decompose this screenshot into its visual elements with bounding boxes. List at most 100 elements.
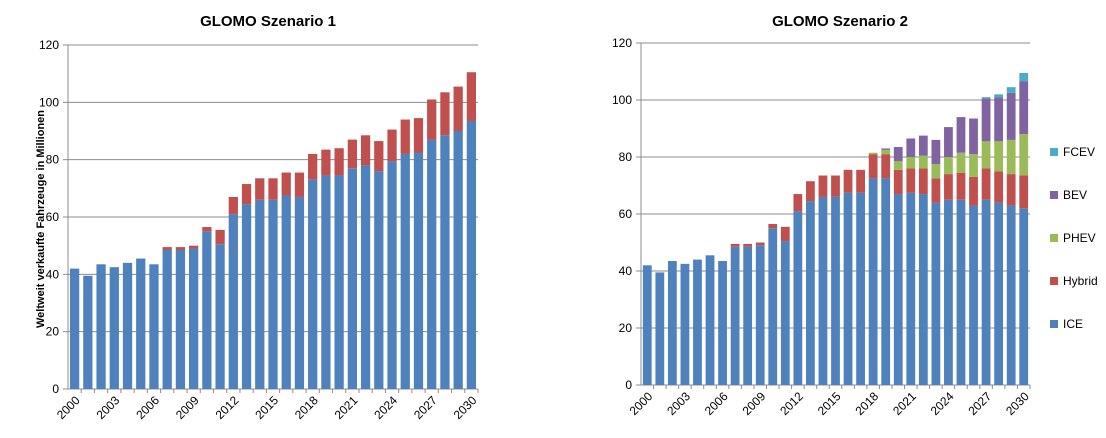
bar-ice-2027 [427, 139, 437, 389]
bar-hybrid-2011 [780, 226, 790, 242]
legend-label-ice: ICE [1063, 317, 1083, 331]
bar-bev-2024 [944, 127, 953, 157]
bar-ice-2024 [944, 199, 953, 385]
bar-bev-2026 [969, 118, 978, 155]
bar-hybrid-2030 [1019, 175, 1029, 209]
bar-hybrid-2013 [241, 184, 252, 205]
x-tick-label: 2021 [890, 389, 919, 418]
legend-label-bev: BEV [1063, 188, 1087, 202]
chart-1: GLOMO Szenario 1 Weltweit verkaufte Fahrz… [35, 13, 480, 422]
chart-2: GLOMO Szenario 2 0 20 40 60 80 100 120 2000 2003 2… [612, 13, 1098, 418]
bar-phev-2027 [981, 141, 991, 169]
bar-ice-2004 [693, 259, 702, 385]
bar-ice-2028 [440, 135, 450, 389]
bar-hybrid-2021 [906, 168, 916, 193]
bar-bev-2029 [1006, 92, 1016, 140]
bar-ice-2013 [806, 201, 815, 385]
bar-ice-2000 [642, 265, 652, 385]
bar-hybrid-2021 [347, 139, 357, 169]
x-tick-label: 2003 [664, 389, 693, 418]
bar-hybrid-2007 [730, 243, 740, 247]
bar-bev-2025 [956, 117, 966, 153]
bar-hybrid-2028 [440, 92, 450, 136]
y-axis-label: Weltweit verkaufte Fahrzeuge in Millione… [35, 110, 47, 328]
legend-swatch-bev [1050, 191, 1058, 199]
legend-label-hybrid: Hybrid [1063, 274, 1098, 288]
bar-ice-2019 [881, 178, 891, 385]
bar-hybrid-2023 [374, 141, 384, 172]
x-tick-label: 2027 [965, 389, 994, 418]
y-tick-label: 120 [612, 36, 632, 50]
bar-hybrid-2024 [944, 174, 953, 200]
bar-bev-2027 [981, 98, 991, 142]
bar-ice-2019 [321, 175, 331, 389]
bar-ice-2007 [162, 249, 172, 389]
bar-hybrid-2011 [215, 229, 225, 245]
bar-hybrid-2007 [162, 247, 172, 250]
bar-ice-2029 [453, 131, 463, 389]
bar-hybrid-2024 [387, 129, 397, 162]
y-tick-label: 20 [619, 321, 633, 335]
x-tick-label: 2021 [332, 393, 361, 422]
bar-hybrid-2012 [228, 196, 238, 215]
bar-ice-2004 [122, 262, 133, 389]
bar-ice-2008 [743, 246, 753, 385]
bar-ice-2011 [215, 244, 225, 389]
bar-ice-2000 [69, 268, 80, 389]
bar-hybrid-2025 [956, 172, 966, 200]
bar-phev-2022 [918, 155, 928, 169]
bar-hybrid-2025 [400, 119, 410, 154]
x-tick-label: 2015 [815, 389, 844, 418]
bar-bev-2028 [994, 97, 1004, 142]
bar-ice-2014 [255, 199, 265, 389]
bar-ice-2017 [294, 196, 305, 389]
bar-fcev-2029 [1006, 87, 1016, 93]
bar-ice-2029 [1006, 205, 1016, 385]
y-tick-label: 100 [39, 95, 59, 109]
x-tick-label: 2003 [94, 393, 123, 422]
bar-hybrid-2018 [308, 153, 318, 180]
y-tick-label: 120 [39, 38, 59, 52]
bar-ice-2002 [96, 264, 106, 389]
bar-hybrid-2029 [453, 86, 463, 131]
bar-ice-2025 [956, 199, 966, 385]
bar-fcev-2030 [1019, 72, 1029, 82]
bar-hybrid-2013 [806, 181, 815, 202]
bar-ice-2028 [994, 202, 1004, 385]
bar-hybrid-2016 [843, 169, 853, 193]
legend-swatch-phev [1050, 234, 1058, 242]
bar-hybrid-2019 [321, 149, 331, 176]
x-tick-label: 2018 [852, 389, 881, 418]
x-tick-label: 2018 [292, 393, 321, 422]
bar-ice-2003 [109, 267, 119, 389]
x-tick-label: 2006 [133, 393, 162, 422]
bar-ice-2018 [868, 178, 878, 385]
x-tick-label: 2024 [928, 389, 957, 418]
bar-ice-2023 [374, 171, 384, 389]
bar-phev-2023 [931, 164, 941, 179]
y-tick-label: 100 [612, 93, 632, 107]
bar-ice-2002 [667, 261, 677, 385]
bar-ice-2014 [818, 196, 828, 385]
x-tick-label: 2009 [740, 389, 769, 418]
bar-hybrid-2008 [175, 247, 186, 250]
bar-ice-2027 [981, 199, 991, 385]
legend-label-phev: PHEV [1063, 231, 1096, 245]
bar-ice-2021 [906, 192, 916, 385]
bar-ice-2030 [466, 120, 477, 389]
bar-ice-2012 [793, 211, 803, 385]
legend-swatch-hybrid [1050, 277, 1058, 285]
bar-hybrid-2017 [294, 172, 305, 197]
y-tick-label: 0 [625, 378, 632, 392]
bar-ice-2013 [241, 204, 252, 389]
bar-ice-2003 [680, 263, 690, 385]
x-tick-label: 2015 [252, 393, 281, 422]
bar-ice-2026 [969, 205, 978, 385]
y-tick-label: 60 [619, 207, 633, 221]
bar-fcev-2028 [994, 94, 1004, 98]
bar-hybrid-2010 [768, 223, 778, 229]
bar-phev-2019 [881, 149, 891, 155]
bar-ice-2016 [843, 192, 853, 385]
bar-ice-2009 [189, 248, 199, 389]
